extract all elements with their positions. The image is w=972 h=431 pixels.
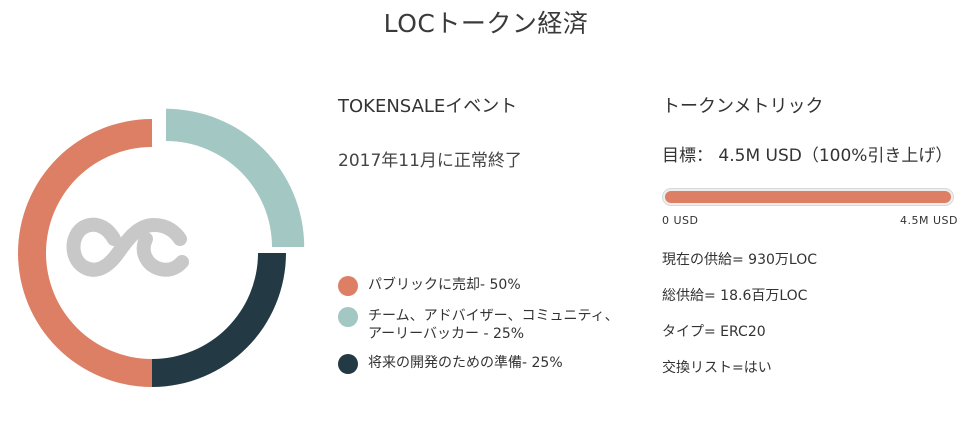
total-supply: 総供給= 18.6百万LOC [662, 288, 808, 304]
token-sale-heading: TOKENSALEイベント [338, 96, 518, 117]
page-title: LOCトークン経済 [383, 9, 589, 38]
progress-max-label: 4.5M USD [900, 214, 958, 227]
token-type: タイプ= ERC20 [662, 324, 766, 340]
token-sale-column: TOKENSALEイベント 2017年11月に正常終了 [338, 92, 638, 171]
legend-label: パブリックに売却- 50% [368, 277, 521, 293]
legend-item-reserve: 将来の開発のための準備- 25% [338, 354, 628, 374]
donut-segments [18, 108, 305, 387]
exchange-listing: 交換リスト=はい [662, 360, 772, 376]
funding-progress-fill [665, 191, 951, 203]
progress-min-label: 0 USD [662, 214, 699, 227]
token-metrics-heading: トークンメトリック [662, 96, 824, 117]
legend-label: 将来の開発のための準備- 25% [368, 355, 563, 371]
current-supply: 現在の供給= 930万LOC [662, 252, 817, 268]
legend-dot-icon [338, 307, 358, 327]
token-metrics-column: トークンメトリック 目標： 4.5M USD（100%引き上げ） 0 USD 4… [662, 92, 967, 393]
loc-logo-icon [66, 217, 189, 277]
legend-dot-icon [338, 276, 358, 296]
funding-target: 目標： 4.5M USD（100%引き上げ） [662, 146, 953, 166]
donut-segment [166, 108, 305, 247]
legend-label: チーム、アドバイザー、コミュニティ、アーリーバッカー - 25% [368, 308, 619, 342]
distribution-donut [18, 108, 305, 387]
legend-item-public-sale: パブリックに売却- 50% [338, 276, 628, 296]
distribution-legend: パブリックに売却- 50% チーム、アドバイザー、コミュニティ、アーリーバッカー… [338, 276, 628, 385]
progress-labels: 0 USD 4.5M USD [662, 214, 958, 227]
token-sale-status: 2017年11月に正常終了 [338, 151, 522, 171]
donut-segment [18, 119, 152, 387]
funding-progress-bar [662, 188, 954, 206]
legend-dot-icon [338, 354, 358, 374]
donut-segment [152, 253, 286, 387]
legend-item-team: チーム、アドバイザー、コミュニティ、アーリーバッカー - 25% [338, 307, 628, 343]
metrics-list: 現在の供給= 930万LOC 総供給= 18.6百万LOC タイプ= ERC20… [662, 249, 967, 379]
